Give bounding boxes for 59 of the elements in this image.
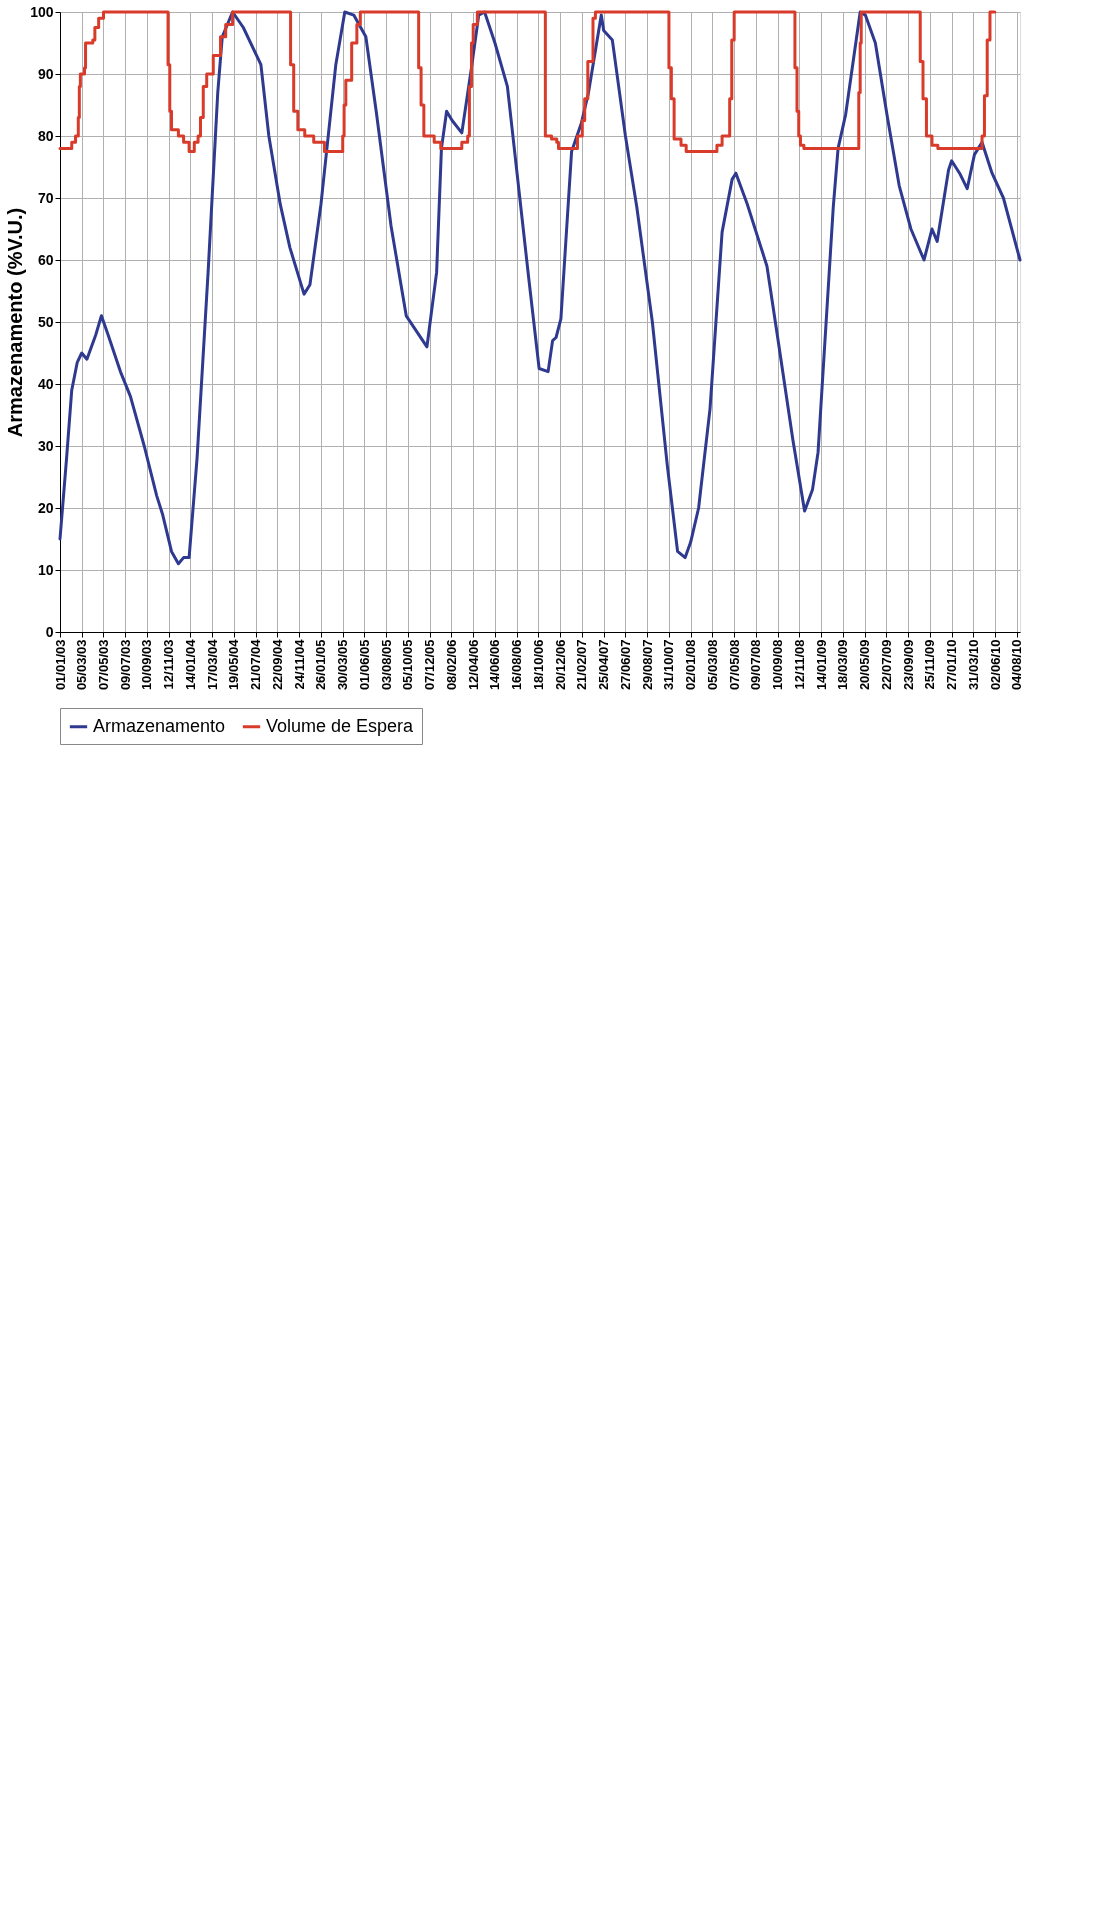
x-tick-label: 09/07/08 [748, 639, 764, 691]
legend-label: Volume de Espera [266, 715, 415, 736]
x-tick-label: 12/11/08 [791, 639, 807, 690]
y-tick-label: 30 [37, 437, 54, 454]
x-tick-label: 17/03/04 [204, 638, 220, 691]
y-tick-label: 40 [37, 375, 54, 392]
x-tick-label: 14/06/06 [487, 639, 503, 691]
x-tick-label: 16/08/06 [509, 639, 525, 691]
x-tick-label: 02/06/10 [987, 639, 1003, 691]
y-axis-title: Armazenamento (%V.U.) [4, 207, 27, 438]
x-tick-label: 09/07/03 [117, 639, 133, 691]
legend-label: Armazenamento [93, 715, 226, 736]
x-tick-label: 12/11/03 [161, 639, 177, 690]
x-tick-label: 05/10/05 [400, 639, 416, 691]
y-tick-label: 100 [30, 3, 54, 20]
x-tick-label: 03/08/05 [378, 639, 394, 691]
x-tick-label: 14/01/09 [813, 639, 829, 691]
x-tick-label: 24/11/04 [291, 638, 307, 690]
x-tick-label: 01/06/05 [356, 639, 372, 691]
x-tick-label: 22/07/09 [878, 639, 894, 691]
x-tick-label: 23/09/09 [900, 639, 916, 691]
x-tick-label: 27/06/07 [617, 639, 633, 691]
x-tick-label: 20/12/06 [552, 639, 568, 691]
x-tick-label: 07/05/08 [726, 639, 742, 691]
y-tick-label: 20 [37, 499, 54, 516]
x-tick-label: 31/03/10 [965, 639, 981, 691]
y-tick-label: 70 [37, 189, 54, 206]
y-tick-label: 50 [37, 313, 54, 330]
y-tick-label: 60 [37, 251, 54, 268]
x-tick-label: 25/04/07 [596, 639, 612, 691]
x-tick-label: 05/03/03 [74, 639, 90, 691]
x-tick-label: 25/11/09 [922, 639, 938, 690]
x-tick-label: 18/10/06 [530, 639, 546, 691]
x-tick-label: 26/01/05 [313, 639, 329, 691]
x-tick-label: 07/12/05 [422, 639, 438, 691]
x-tick-label: 12/04/06 [465, 639, 481, 691]
x-tick-label: 08/02/06 [443, 639, 459, 691]
x-tick-label: 04/08/10 [1009, 639, 1025, 691]
x-tick-label: 10/09/08 [770, 639, 786, 691]
y-tick-label: 90 [37, 65, 54, 82]
x-tick-label: 05/03/08 [704, 639, 720, 691]
x-tick-label: 31/10/07 [661, 639, 677, 691]
x-tick-label: 10/09/03 [139, 639, 155, 691]
x-tick-label: 27/01/10 [944, 639, 960, 691]
x-tick-label: 01/01/03 [52, 639, 68, 691]
x-tick-label: 21/02/07 [574, 639, 590, 691]
x-tick-label: 02/01/08 [683, 639, 699, 691]
x-tick-label: 07/05/03 [96, 639, 111, 691]
y-tick-label: 80 [37, 127, 54, 144]
x-tick-label: 20/05/09 [857, 639, 873, 691]
x-tick-label: 19/05/04 [226, 638, 242, 691]
y-tick-label: 10 [37, 561, 54, 578]
x-tick-label: 18/03/09 [835, 639, 851, 691]
y-tick-label: 0 [45, 623, 54, 640]
x-tick-label: 29/08/07 [639, 639, 655, 691]
x-tick-label: 22/09/04 [269, 638, 285, 691]
x-tick-label: 14/01/04 [182, 638, 198, 691]
x-tick-label: 30/03/05 [335, 639, 351, 691]
x-tick-label: 21/07/04 [248, 638, 264, 691]
